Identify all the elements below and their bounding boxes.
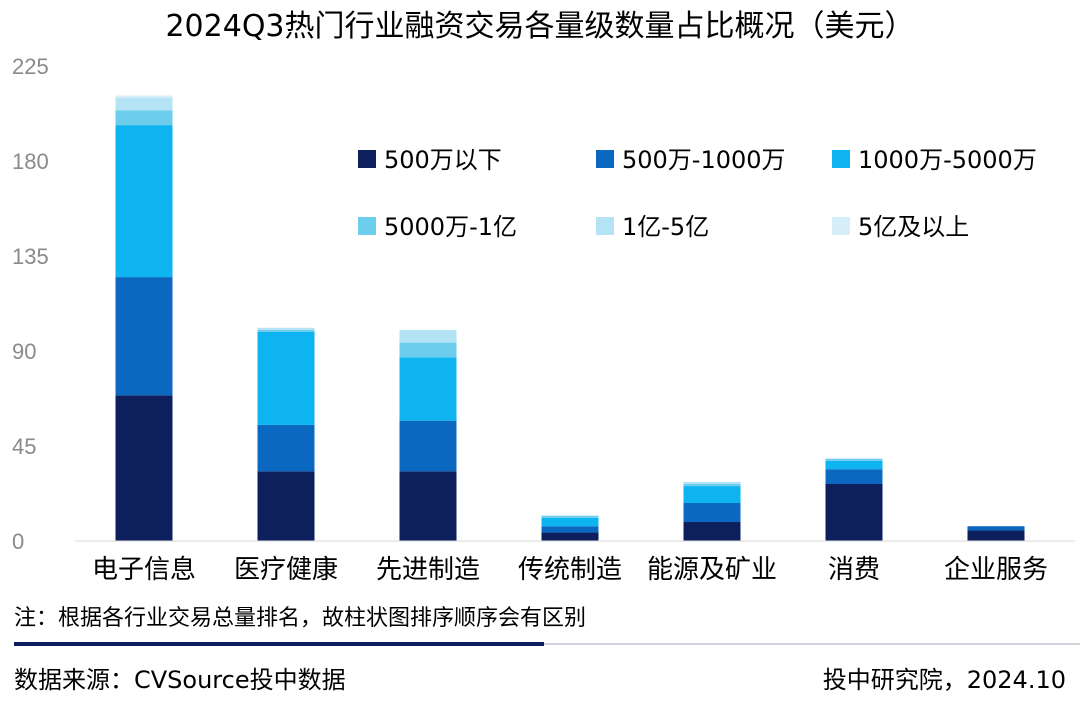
bar-segment [541, 532, 599, 541]
stacked-bar-chart: 2024Q3热门行业融资交易各量级数量占比概况（美元） 0 45 90 135 180 2… [12, 9, 1075, 585]
legend-label: 500万以下 [384, 146, 502, 174]
bar-segment [399, 471, 457, 541]
y-tick-label: 180 [12, 149, 49, 174]
legend-swatch [832, 150, 850, 168]
bar-segment [257, 471, 315, 541]
legend-label: 1亿-5亿 [622, 213, 709, 241]
bar-segment [257, 327, 315, 330]
legend-swatch [358, 150, 376, 168]
bar-segment [115, 97, 173, 111]
legend-label: 500万-1000万 [622, 146, 786, 174]
chart-note: 注：根据各行业交易总量排名，故柱状图排序顺序会有区别 [14, 606, 587, 631]
x-axis: 电子信息 医疗健康 先进制造 传统制造 能源及矿业 消费 企业服务 [92, 555, 1048, 585]
bar-segment [683, 486, 741, 503]
y-tick-label: 225 [12, 54, 49, 79]
bars [115, 95, 1025, 541]
bar-segment [683, 503, 741, 522]
bar-segment [399, 329, 457, 343]
x-tick-label: 消费 [828, 555, 880, 585]
legend-label: 5000万-1亿 [384, 213, 517, 241]
legend-label: 5亿及以上 [858, 213, 969, 241]
bar-segment [541, 526, 599, 533]
chart-title: 2024Q3热门行业融资交易各量级数量占比概况（美元） [165, 9, 914, 44]
bar-segment [967, 530, 1025, 541]
x-tick-label: 企业服务 [944, 555, 1048, 585]
bar-segment [399, 420, 457, 472]
x-tick-label: 电子信息 [92, 555, 196, 585]
legend-swatch [596, 150, 614, 168]
legend: 500万以下 500万-1000万 1000万-5000万 5000万-1亿 1亿-5亿… [358, 146, 1037, 241]
bar-segment [825, 484, 883, 541]
bar-segment [115, 110, 173, 126]
bar-segment [825, 460, 883, 470]
bar-segment [115, 95, 173, 98]
legend-swatch [832, 217, 850, 235]
data-source: 数据来源：CVSource投中数据 [14, 666, 346, 694]
legend-label: 1000万-5000万 [858, 146, 1037, 174]
report-credit: 投中研究院，2024.10 [822, 666, 1066, 694]
bar-segment [541, 517, 599, 527]
y-axis: 0 45 90 135 180 225 [12, 54, 49, 554]
bar-segment [541, 515, 599, 518]
y-tick-label: 45 [12, 434, 36, 459]
bar-segment [399, 357, 457, 421]
y-tick-label: 135 [12, 244, 49, 269]
x-tick-label: 先进制造 [376, 555, 480, 585]
x-tick-label: 医疗健康 [234, 555, 338, 585]
legend-swatch [358, 217, 376, 235]
bar-segment [825, 458, 883, 461]
footer-rule-dark [14, 642, 544, 646]
bar-segment [683, 522, 741, 541]
bar-segment [399, 342, 457, 358]
footer-rule-light [544, 643, 1080, 645]
y-tick-label: 90 [12, 339, 36, 364]
x-tick-label: 传统制造 [518, 555, 622, 585]
bar-segment [115, 125, 173, 278]
bar-segment [825, 469, 883, 484]
bar-segment [115, 395, 173, 541]
bar-segment [683, 481, 741, 484]
x-tick-label: 能源及矿业 [647, 555, 777, 585]
legend-swatch [596, 217, 614, 235]
bar-segment [257, 332, 315, 425]
bar-segment [683, 484, 741, 487]
bar-segment [967, 526, 1025, 531]
y-tick-label: 0 [12, 529, 24, 554]
bar-segment [257, 424, 315, 472]
bar-segment [257, 329, 315, 332]
bar-segment [115, 277, 173, 396]
